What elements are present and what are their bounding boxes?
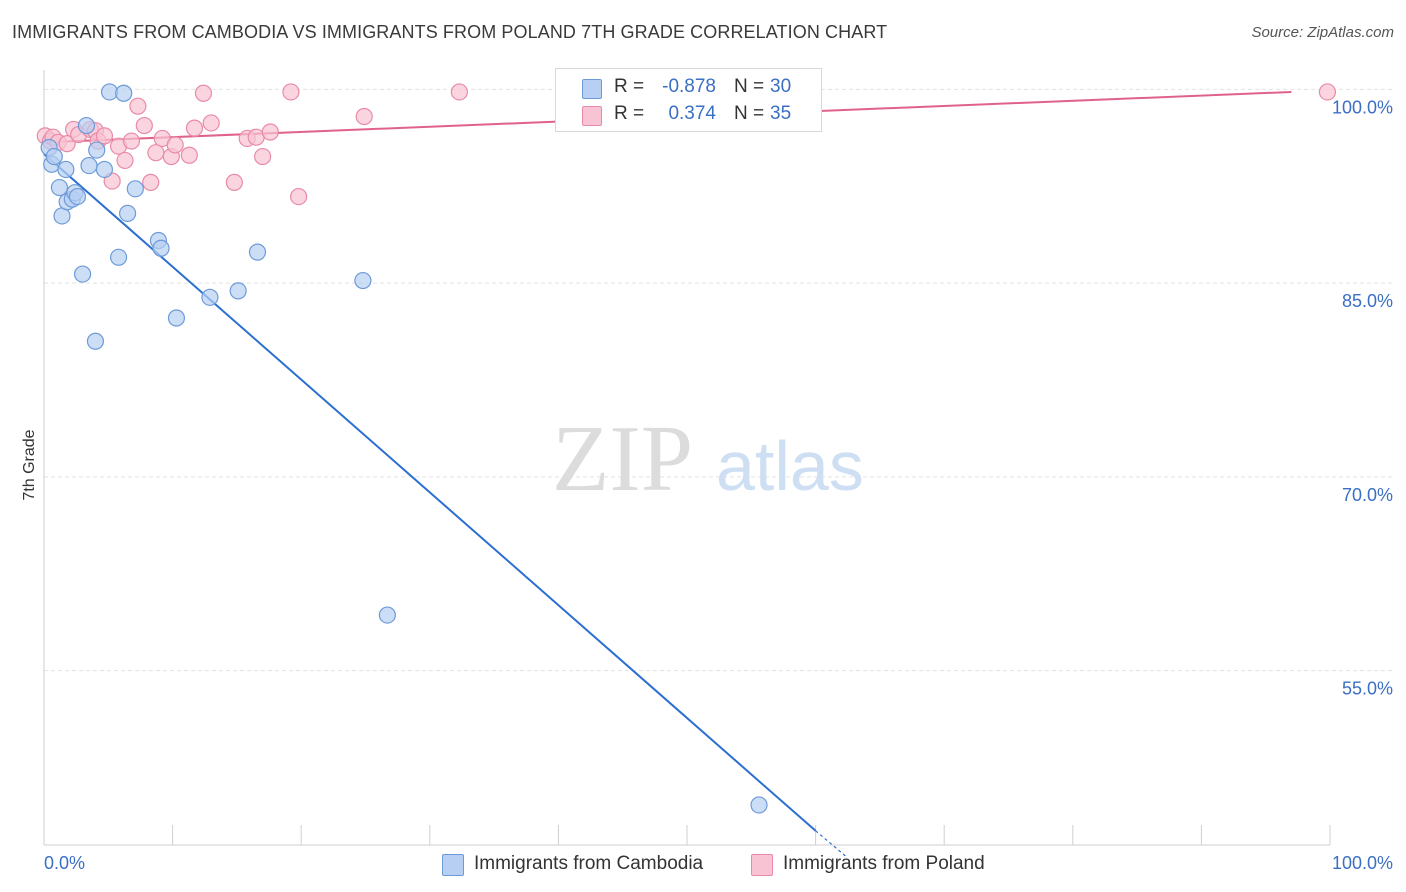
point-cambodia — [248, 243, 267, 261]
y-tick-label: 70.0% — [1342, 485, 1393, 505]
point-poland — [225, 173, 243, 191]
points-cambodia — [40, 83, 768, 814]
x-tick-label-max: 100.0% — [1332, 853, 1393, 873]
point-poland — [194, 84, 213, 102]
point-cambodia — [201, 288, 219, 306]
legend-swatch-cambodia — [582, 79, 602, 99]
point-cambodia — [73, 265, 92, 283]
point-poland — [282, 83, 300, 101]
point-poland — [202, 114, 220, 132]
point-poland — [116, 151, 134, 170]
point-cambodia — [95, 160, 114, 179]
bottom-legend: Immigrants from Cambodia Immigrants from… — [0, 852, 1406, 878]
point-poland — [95, 127, 114, 145]
point-cambodia — [152, 239, 170, 257]
watermark: ZIP atlas — [552, 407, 864, 511]
legend-row-cambodia: R = -0.878 N = 30 — [556, 73, 821, 101]
legend-n-value: 30 — [770, 76, 792, 97]
trend-line-cambodia — [43, 153, 817, 832]
legend-n-value: 35 — [770, 103, 792, 124]
point-cambodia — [378, 606, 396, 624]
point-cambodia — [80, 156, 98, 175]
legend-r-value: 0.374 — [668, 103, 716, 124]
point-poland — [147, 144, 165, 162]
gridlines — [44, 88, 1393, 672]
legend-n-label: N = — [734, 76, 765, 97]
y-axis-title: 7th Grade — [21, 429, 38, 500]
bottom-legend-label-poland: Immigrants from Poland — [783, 853, 985, 874]
point-cambodia — [354, 271, 372, 290]
point-poland — [180, 146, 198, 164]
point-poland — [142, 173, 160, 191]
legend-box: R = -0.878 N = 30 R = 0.374 N = 35 — [555, 68, 822, 132]
point-cambodia — [68, 187, 87, 206]
point-cambodia — [109, 248, 128, 266]
point-cambodia — [229, 282, 247, 300]
point-poland — [129, 97, 147, 115]
y-tick-label: 85.0% — [1342, 291, 1393, 311]
legend-r-label: R = — [614, 76, 645, 97]
point-poland — [261, 123, 279, 141]
point-cambodia — [50, 178, 69, 197]
bottom-legend-swatch-poland — [751, 854, 773, 876]
point-cambodia — [118, 204, 137, 222]
x-tick-label-min: 0.0% — [44, 853, 85, 873]
y-tick-label: 100.0% — [1332, 97, 1393, 117]
y-tick-label: 55.0% — [1342, 679, 1393, 699]
legend-swatch-poland — [582, 106, 602, 126]
point-cambodia — [57, 160, 75, 179]
point-poland — [254, 147, 272, 166]
point-cambodia — [45, 147, 63, 166]
watermark-atlas: atlas — [716, 427, 864, 505]
trend-line-cambodia-extension — [815, 830, 849, 859]
point-poland — [290, 187, 308, 206]
point-cambodia — [88, 141, 106, 159]
point-cambodia — [100, 83, 119, 101]
point-poland — [355, 107, 373, 126]
legend-r-label: R = — [614, 103, 645, 124]
point-poland — [185, 119, 204, 137]
bottom-legend-label-cambodia: Immigrants from Cambodia — [474, 853, 704, 874]
point-poland — [1318, 83, 1337, 101]
chart-source: Source: ZipAtlas.com — [1251, 24, 1394, 41]
bottom-legend-swatch-cambodia — [442, 854, 464, 876]
point-cambodia — [750, 796, 768, 814]
axes — [43, 70, 1331, 846]
point-cambodia — [167, 309, 186, 327]
y-tick-labels: 55.0% 70.0% 85.0% 100.0% — [1332, 97, 1393, 698]
point-poland — [135, 116, 153, 135]
legend-n-label: N = — [734, 103, 765, 124]
point-poland — [166, 136, 184, 154]
point-poland — [450, 83, 468, 101]
point-poland — [122, 132, 141, 150]
legend-row-poland: R = 0.374 N = 35 — [556, 100, 821, 128]
point-cambodia — [86, 332, 105, 350]
point-cambodia — [115, 84, 133, 102]
legend-r-value: -0.878 — [662, 76, 716, 97]
chart-title: IMMIGRANTS FROM CAMBODIA VS IMMIGRANTS F… — [12, 22, 888, 42]
watermark-zip: ZIP — [552, 407, 693, 511]
point-cambodia — [77, 116, 96, 135]
point-cambodia — [53, 207, 71, 225]
point-poland — [58, 135, 76, 153]
point-cambodia — [126, 180, 144, 198]
